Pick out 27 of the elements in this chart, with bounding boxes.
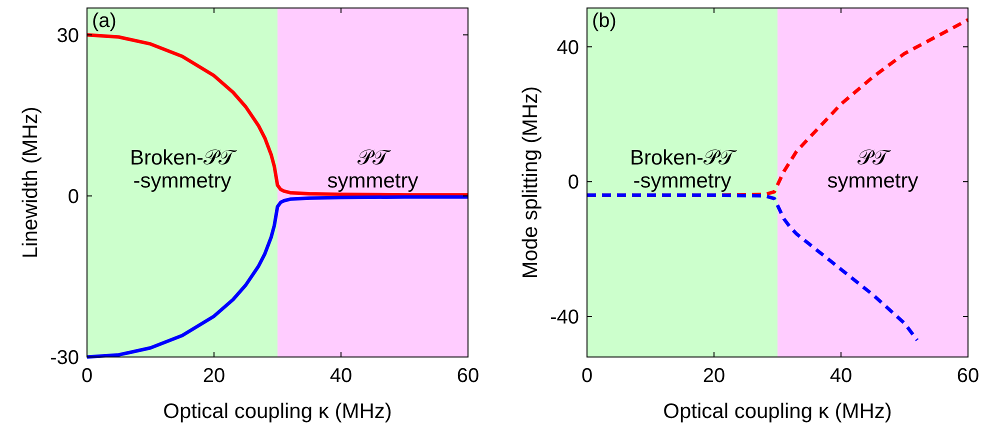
- line-series: [585, 193, 919, 342]
- x-tick-label: 0: [581, 365, 593, 387]
- line-series: [85, 33, 470, 197]
- band-label: Broken-𝒫𝒯 -symmetry: [630, 146, 738, 193]
- band-label: 𝒫𝒯 symmetry: [827, 146, 919, 193]
- y-tick-label: 0: [568, 172, 579, 194]
- y-tick-label: 30: [56, 24, 79, 47]
- x-tick-label: 40: [830, 365, 852, 387]
- x-tick-label: 40: [330, 365, 352, 387]
- annotation: (a): [92, 10, 116, 32]
- y-tick-label: -40: [550, 306, 579, 329]
- y-tick-label: 0: [68, 186, 79, 208]
- y-axis-title: Mode splitting (MHz): [519, 86, 542, 279]
- x-axis-title: Optical coupling κ (MHz): [163, 400, 392, 423]
- y-tick-label: -30: [50, 347, 79, 369]
- x-tick-label: 20: [702, 365, 726, 387]
- band-label: 𝒫𝒯 symmetry: [327, 146, 419, 193]
- y-axis-title: Linewidth (MHz): [19, 106, 42, 258]
- x-axis-title: Optical coupling κ (MHz): [663, 400, 892, 423]
- band-label: Broken-𝒫𝒯 -symmetry: [130, 146, 238, 193]
- y-tick-label: 40: [556, 36, 579, 59]
- x-tick-label: 60: [456, 365, 480, 387]
- x-tick-label: 60: [956, 365, 980, 387]
- line-series: [85, 195, 470, 359]
- annotation: (b): [592, 10, 616, 32]
- x-tick-label: 20: [202, 365, 226, 387]
- x-tick-label: 0: [81, 365, 93, 387]
